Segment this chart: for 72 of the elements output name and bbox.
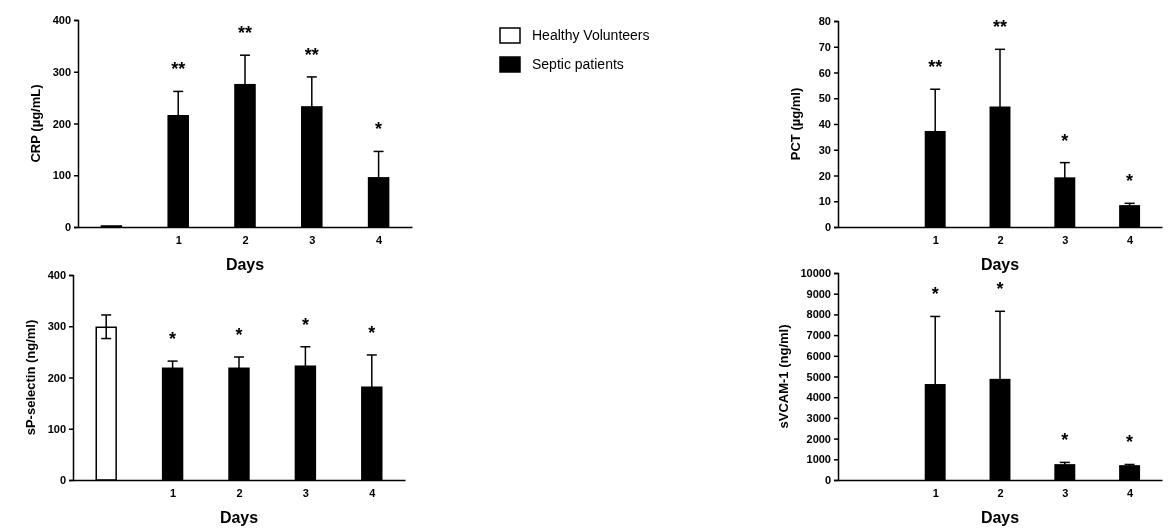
y-tick-label: 100 [47,422,66,435]
y-axis-title: PCT (µg/ml) [788,87,803,161]
legend-label: Healthy Volunteers [532,27,650,43]
y-tick-label: 300 [52,65,71,78]
y-tick-label: 400 [52,14,71,27]
legend-label: Septic patients [532,56,624,72]
y-tick-label: 30 [818,143,831,156]
annotation: ** [992,17,1008,38]
x-tick-label: 3 [309,234,316,247]
annotation: * [996,279,1004,300]
annotation: * [235,325,243,345]
x-axis-title: Days [980,509,1020,526]
y-tick-label: 0 [824,221,831,234]
x-tick-label: 2 [242,234,249,247]
y-tick-label: 200 [52,117,71,130]
x-axis-title: Days [225,256,265,273]
x-tick-label: 3 [1062,234,1069,247]
y-tick-label: 6000 [806,349,831,362]
x-tick-label: 2 [997,234,1004,247]
x-tick-label: 1 [175,234,182,247]
annotation: * [1126,432,1134,453]
y-tick-label: 300 [47,320,66,333]
y-tick-label: 9000 [806,287,831,300]
annotation: * [1126,171,1134,192]
annotation: ** [928,57,943,78]
y-axis-title: CRP (µg/mL) [28,84,43,163]
y-tick-label: 50 [818,92,831,105]
y-tick-label: 7000 [806,329,831,342]
y-tick-label: 40 [818,118,831,131]
x-tick-label: 4 [1127,487,1135,500]
y-tick-label: 10 [818,195,831,208]
y-tick-label: 5000 [806,370,831,383]
y-tick-label: 80 [818,15,831,28]
x-tick-label: 2 [236,487,243,500]
annotation: ** [304,44,319,65]
x-tick-label: 4 [376,234,384,247]
x-tick-label: 4 [1127,234,1135,247]
x-tick-label: 1 [170,487,177,500]
x-axis-title: Days [219,509,259,526]
y-tick-label: 2000 [806,432,831,445]
y-tick-label: 200 [47,371,66,384]
y-tick-label: 70 [818,40,831,53]
y-tick-label: 4000 [806,391,831,404]
x-axis-title: Days [980,256,1020,273]
annotation: ** [171,59,186,80]
y-tick-label: 20 [818,169,831,182]
y-tick-label: 3000 [806,411,831,424]
x-tick-label: 4 [369,487,377,500]
y-tick-label: 0 [59,474,66,487]
y-tick-label: 10000 [800,267,831,280]
annotation: * [375,119,383,140]
y-tick-label: 100 [52,169,71,182]
x-tick-label: 1 [932,234,939,247]
y-tick-label: 400 [47,269,66,282]
x-tick-label: 3 [302,487,309,500]
annotation: * [301,314,309,335]
y-axis-title: sVCAM-1 (ng/ml) [776,324,791,429]
annotation: * [169,329,177,350]
y-tick-label: 0 [64,221,71,234]
annotation: * [368,322,376,343]
y-axis-title: sP-selectin (ng/ml) [23,319,38,436]
y-tick-label: 60 [818,66,831,79]
y-tick-label: 1000 [806,453,831,466]
annotation: * [1061,130,1069,151]
x-tick-label: 3 [1062,487,1069,500]
annotation: ** [237,23,253,44]
annotation: * [931,284,939,305]
annotation: * [1061,430,1069,451]
y-tick-label: 8000 [806,308,831,321]
x-tick-label: 2 [997,487,1004,500]
x-tick-label: 1 [932,487,939,500]
y-tick-label: 0 [824,474,831,487]
